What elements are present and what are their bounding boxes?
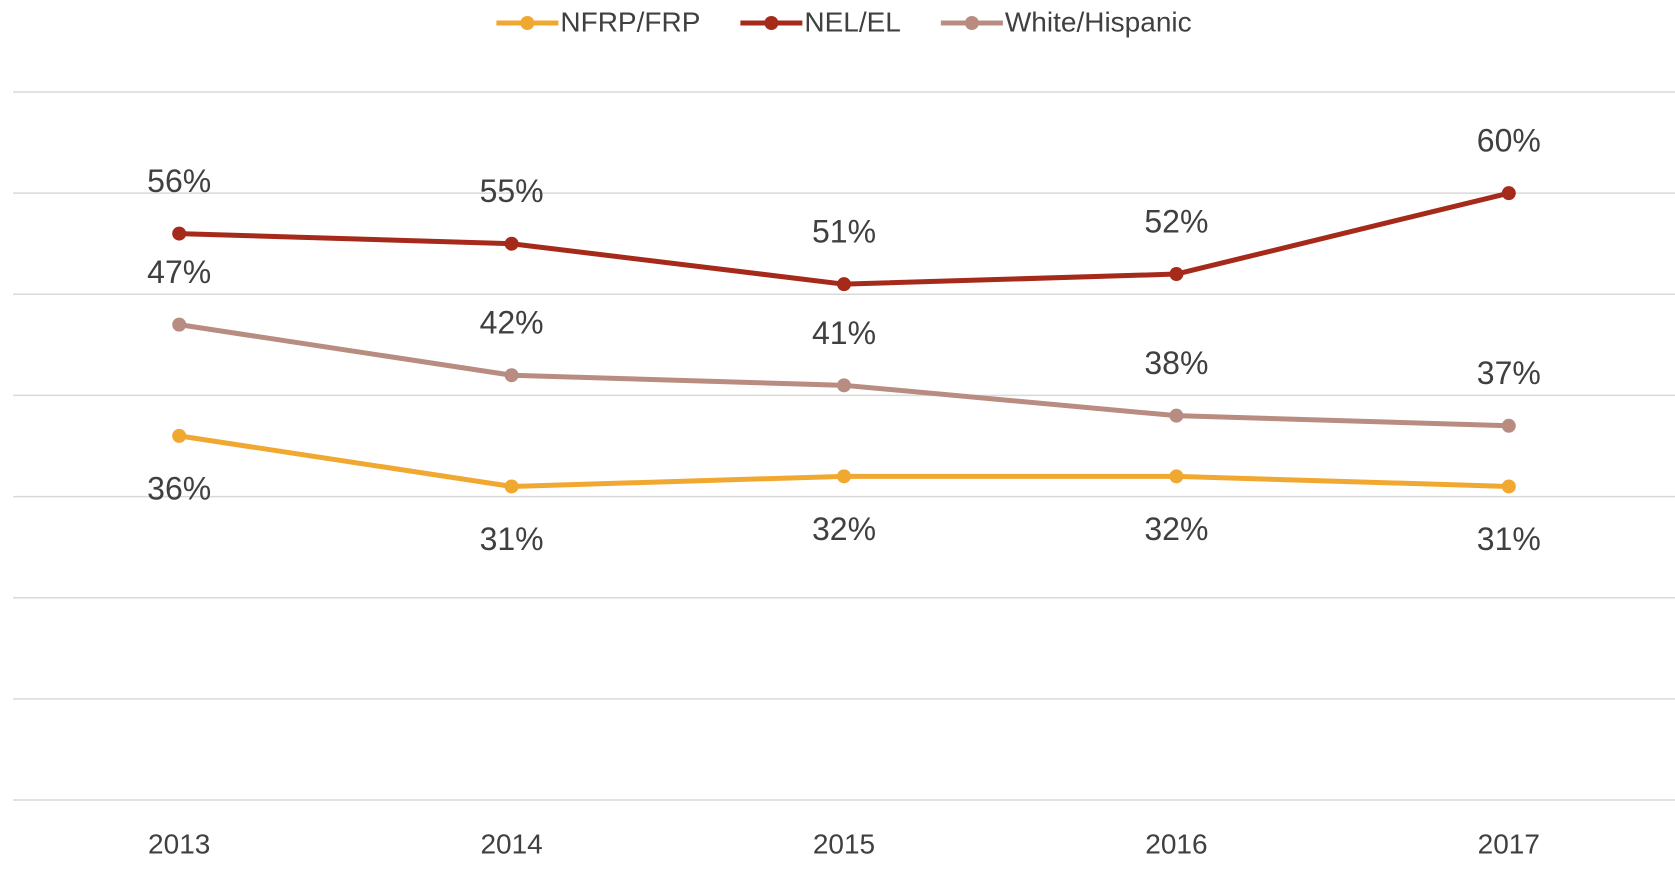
legend-item: NEL/EL xyxy=(740,6,901,37)
x-tick-label: 2016 xyxy=(1145,828,1207,859)
data-point xyxy=(172,226,187,241)
data-label: 37% xyxy=(1477,355,1541,391)
legend-marker xyxy=(964,16,979,30)
data-point xyxy=(172,317,187,332)
x-tick-label: 2015 xyxy=(813,828,875,859)
data-label: 60% xyxy=(1477,123,1541,159)
data-label: 31% xyxy=(480,521,544,557)
data-label: 38% xyxy=(1144,345,1208,381)
data-point xyxy=(172,428,187,443)
data-point xyxy=(1501,418,1516,433)
legend-label: NFRP/FRP xyxy=(560,6,700,37)
data-label: 36% xyxy=(147,470,211,506)
data-point xyxy=(837,277,851,292)
data-label: 31% xyxy=(1477,521,1541,557)
data-point xyxy=(1501,186,1516,201)
data-point xyxy=(1169,267,1184,282)
data-label: 51% xyxy=(812,214,876,250)
data-label: 32% xyxy=(812,511,876,547)
data-point xyxy=(504,479,519,494)
legend-item: NFRP/FRP xyxy=(496,6,700,37)
legend-marker xyxy=(520,16,535,30)
data-label: 52% xyxy=(1144,204,1208,240)
legend: NFRP/FRP NEL/EL White/Hispanic xyxy=(496,6,1192,37)
legend-marker xyxy=(764,16,779,30)
data-point xyxy=(1169,469,1184,484)
x-tick-label: 2017 xyxy=(1478,828,1540,859)
legend-item: White/Hispanic xyxy=(940,6,1192,37)
data-label: 41% xyxy=(812,315,876,351)
data-point xyxy=(1501,479,1516,494)
data-point xyxy=(504,368,519,383)
data-label: 32% xyxy=(1144,511,1208,547)
x-tick-label: 2013 xyxy=(148,828,210,859)
data-point xyxy=(837,378,851,393)
data-label: 56% xyxy=(147,163,211,199)
data-label: 42% xyxy=(480,305,544,341)
x-tick-label: 2014 xyxy=(480,828,542,859)
legend-label: White/Hispanic xyxy=(1005,6,1192,37)
data-point xyxy=(1169,408,1184,423)
data-point xyxy=(504,236,519,251)
legend-label: NEL/EL xyxy=(804,6,901,37)
data-label: 55% xyxy=(480,173,544,209)
data-label: 47% xyxy=(147,254,211,290)
data-point xyxy=(837,469,851,484)
